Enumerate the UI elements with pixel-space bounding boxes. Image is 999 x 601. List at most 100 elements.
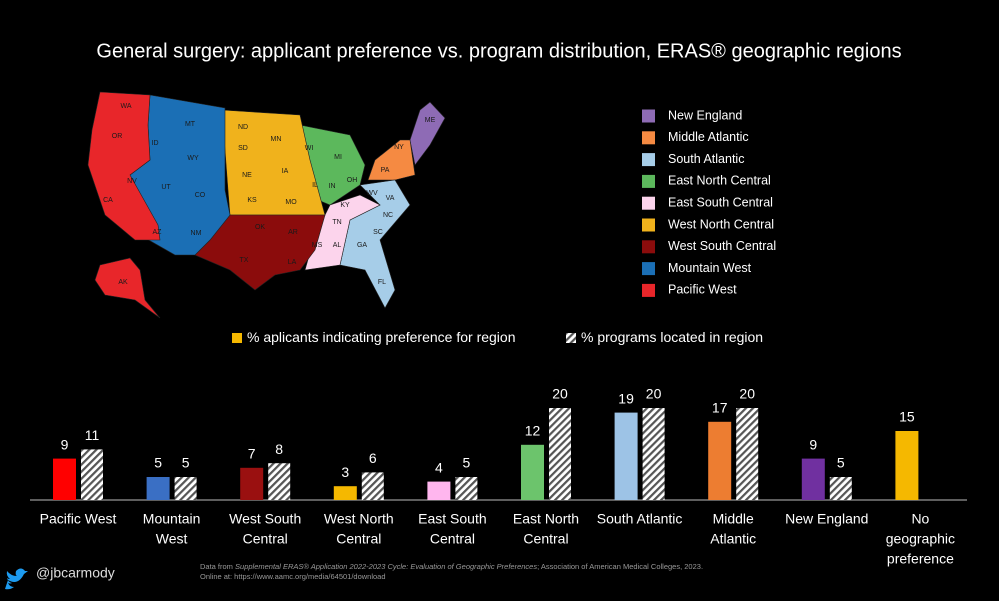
bar	[81, 449, 103, 500]
legend-swatch	[642, 174, 655, 188]
bar	[427, 481, 451, 500]
legend-label: Middle Atlantic	[668, 130, 749, 144]
legend-label: East North Central	[668, 174, 771, 188]
x-tick-label: New England	[785, 511, 868, 527]
source-suffix: ; Association of American Medical Colleg…	[537, 562, 703, 571]
state-label: SC	[373, 229, 383, 236]
bar	[801, 458, 825, 500]
value-label: 5	[154, 455, 162, 471]
state-label: TN	[332, 219, 341, 226]
value-label: 12	[525, 423, 541, 439]
state-label: AK	[118, 279, 128, 286]
legend-label: East South Central	[668, 195, 773, 209]
bar	[642, 408, 665, 500]
value-label: 20	[646, 386, 662, 402]
bar	[361, 472, 384, 500]
handle: @jbcarmody	[36, 565, 115, 581]
x-tick-label: West North	[324, 511, 394, 527]
value-label: 9	[61, 436, 69, 452]
state-label: SD	[238, 145, 248, 152]
state-label: UT	[161, 184, 171, 191]
bar	[614, 412, 638, 500]
state-label: CA	[103, 197, 113, 204]
bar	[829, 477, 852, 500]
state-label: MS	[312, 242, 323, 249]
state-label: NE	[242, 172, 252, 179]
legend-label: New England	[668, 108, 742, 122]
value-label: 5	[182, 455, 190, 471]
x-tick-label: Central	[430, 531, 475, 547]
x-tick-label: geographic	[886, 531, 955, 547]
x-tick-label: No	[911, 511, 929, 527]
region-shape	[409, 101, 446, 166]
legend-label: % programs located in region	[581, 329, 763, 345]
legend-label: West North Central	[668, 217, 774, 231]
x-tick-label: West South	[229, 511, 301, 527]
state-label: KY	[340, 202, 350, 209]
state-label: OK	[255, 224, 265, 231]
legend-swatch	[642, 153, 655, 167]
value-label: 4	[435, 459, 443, 475]
bar	[521, 444, 544, 500]
legend-swatch	[642, 283, 655, 297]
source-note: Data from Supplemental ERAS® Application…	[200, 562, 703, 571]
twitter-bird	[5, 568, 28, 590]
state-label: ME	[425, 117, 436, 124]
legend-swatch	[642, 196, 655, 210]
state-label: IL	[312, 182, 318, 189]
state-label: AL	[333, 242, 342, 249]
x-tick-label: Central	[243, 531, 288, 547]
bar	[268, 463, 291, 500]
value-label: 5	[463, 455, 471, 471]
x-tick-label: preference	[887, 551, 954, 567]
x-tick-label: Atlantic	[710, 531, 756, 547]
legend-swatch	[642, 262, 655, 276]
legend-label: South Atlantic	[668, 152, 744, 166]
legend-swatch	[642, 131, 655, 145]
bar	[333, 486, 357, 500]
legend-swatch	[642, 109, 655, 123]
value-label: 11	[85, 427, 100, 443]
value-label: 3	[341, 464, 349, 480]
value-label: 8	[275, 441, 283, 457]
state-label: WA	[120, 103, 131, 110]
state-label: OH	[347, 177, 358, 184]
x-tick-label: Pacific West	[40, 511, 117, 527]
state-label: AZ	[153, 229, 163, 236]
state-label: AR	[288, 229, 298, 236]
legend-label: Mountain West	[668, 261, 752, 275]
state-label: LA	[288, 259, 297, 266]
value-label: 20	[739, 386, 755, 402]
x-tick-label: Central	[336, 531, 381, 547]
state-label: NV	[127, 178, 137, 185]
us-map: ME NY PA WV VA NC SC GA FL WI MI IL IN OH KY TN MS AL ND MN…	[87, 91, 446, 319]
legend-swatch	[232, 333, 242, 343]
bar	[895, 431, 919, 500]
bar	[708, 421, 732, 500]
state-label: WY	[187, 155, 199, 162]
legend-label: West South Central	[668, 239, 776, 253]
legend-label: Pacific West	[668, 283, 737, 297]
state-label: WI	[305, 145, 314, 152]
state-label: FL	[378, 279, 386, 286]
bar	[174, 477, 197, 500]
state-label: OR	[112, 133, 123, 140]
x-tick-label: East South	[418, 511, 487, 527]
state-label: MT	[185, 121, 196, 128]
state-label: NC	[383, 212, 393, 219]
x-tick-label: East North	[513, 511, 579, 527]
legend-swatch	[642, 240, 655, 254]
chart-title: General surgery: applicant preference vs…	[96, 40, 901, 62]
value-label: 5	[837, 455, 845, 471]
legend-swatch	[566, 333, 576, 343]
state-label: NY	[394, 144, 404, 151]
value-label: 7	[248, 446, 256, 462]
x-tick-label: Central	[523, 531, 568, 547]
region-shape	[87, 91, 161, 241]
legend-swatch	[642, 218, 655, 232]
state-label: TX	[240, 257, 249, 264]
value-label: 20	[552, 386, 568, 402]
value-label: 9	[809, 436, 817, 452]
state-label: CO	[195, 192, 206, 199]
state-label: MI	[334, 154, 342, 161]
